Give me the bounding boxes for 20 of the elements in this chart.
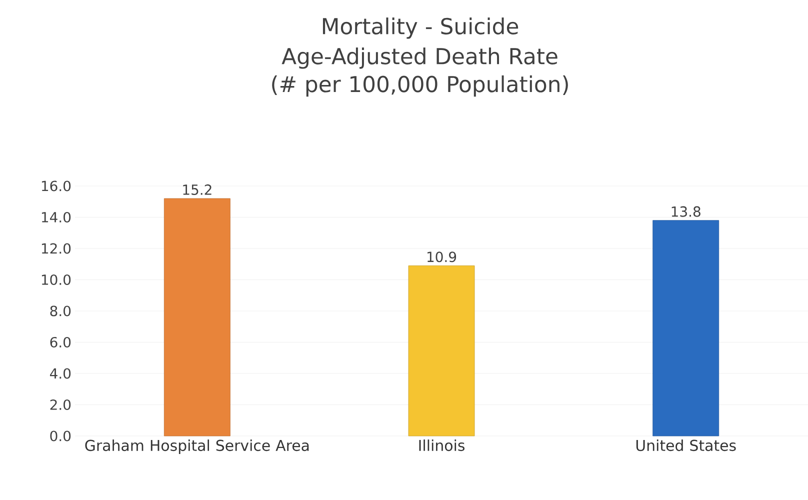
chart-title: Mortality - Suicide (322, 18, 518, 39)
bar (164, 198, 230, 436)
y-tick-label: 14.0 (42, 212, 71, 223)
x-tick-label: Illinois (419, 440, 464, 452)
data-label: 10.9 (428, 252, 456, 262)
y-tick-label: 2.0 (50, 399, 71, 410)
y-tick-label: 12.0 (42, 243, 71, 254)
chart-subtitle: Age-Adjusted Death Rate (# per 100,000 Population) (272, 48, 568, 97)
y-tick-label: 8.0 (50, 306, 71, 316)
y-tick-label: 10.0 (42, 274, 71, 286)
data-label: 13.8 (672, 206, 700, 217)
data-label: 15.2 (183, 184, 212, 195)
x-tick-label: United States (636, 440, 736, 452)
y-tick-label: 16.0 (42, 180, 71, 192)
y-tick-label: 4.0 (50, 368, 71, 379)
bar (652, 220, 720, 436)
y-tick-label: 6.0 (50, 336, 71, 348)
x-tick-label: Graham Hospital Service Area (85, 440, 309, 454)
y-tick-label: 0.0 (50, 430, 71, 442)
bar (408, 265, 475, 436)
